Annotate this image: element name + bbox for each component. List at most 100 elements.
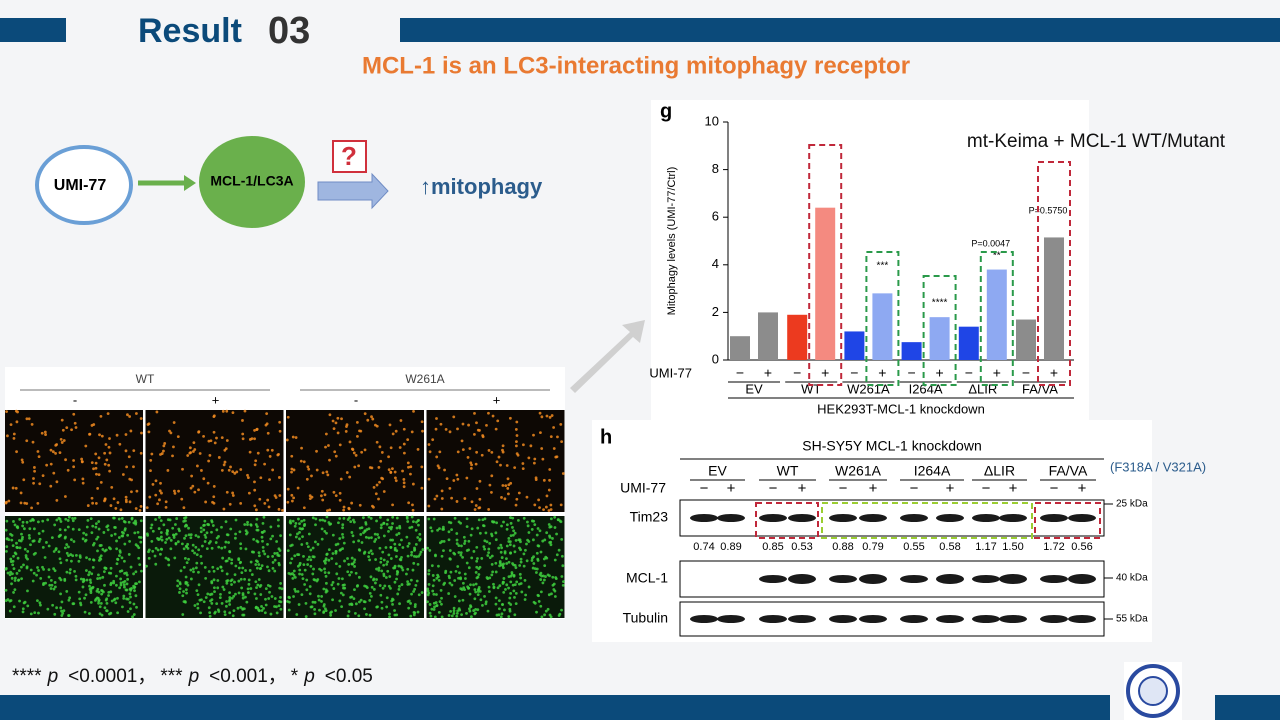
- cell: [491, 570, 495, 574]
- cell: [36, 450, 40, 453]
- cell: [260, 564, 264, 568]
- cell: [154, 562, 158, 566]
- cell: [18, 546, 22, 550]
- cell: [125, 597, 128, 601]
- cell: [191, 549, 195, 553]
- cell: [176, 584, 179, 588]
- cell: [291, 435, 295, 439]
- cell: [221, 409, 225, 413]
- cell: [257, 551, 261, 555]
- cell: [81, 537, 85, 541]
- outcome: ↑mitophagy: [420, 174, 543, 199]
- cell: [374, 423, 377, 427]
- cell: [193, 551, 196, 555]
- cell: [309, 558, 313, 562]
- cell: [292, 569, 296, 573]
- blot-title: SH-SY5Y MCL-1 knockdown: [802, 438, 981, 454]
- cell: [519, 560, 523, 564]
- cell: [94, 525, 98, 529]
- cell: [509, 603, 513, 606]
- cell: [447, 530, 451, 534]
- cell: [353, 565, 356, 568]
- cell: [463, 588, 467, 592]
- cell: [238, 561, 242, 565]
- cell: [107, 463, 111, 467]
- bar: [1044, 237, 1064, 360]
- cell: [241, 592, 245, 595]
- cell: [15, 420, 19, 424]
- cell: [253, 429, 256, 432]
- cell: [6, 598, 10, 601]
- cell: [279, 607, 283, 611]
- cell: [92, 467, 95, 471]
- cell: [36, 520, 40, 524]
- cell: [350, 501, 354, 505]
- cell: [70, 559, 73, 563]
- cell: [5, 545, 9, 549]
- cell: [466, 455, 470, 459]
- cell: [67, 598, 71, 602]
- cell: [287, 595, 291, 599]
- cell: [463, 497, 467, 500]
- cell: [11, 486, 15, 490]
- cell: [132, 602, 136, 606]
- cell: [47, 568, 51, 572]
- cell: [211, 524, 215, 527]
- cell: [19, 491, 23, 495]
- cell: [475, 545, 479, 549]
- cell: [450, 614, 454, 618]
- band: [936, 574, 964, 584]
- cell: [159, 552, 162, 556]
- cell: [25, 417, 29, 421]
- cell: [511, 526, 514, 529]
- cell: [503, 608, 506, 612]
- cell: [369, 594, 373, 598]
- cell: [341, 523, 345, 527]
- cell: [488, 541, 492, 545]
- cell: [197, 430, 201, 434]
- cell: [105, 609, 108, 613]
- cell: [181, 613, 185, 616]
- cell: [369, 549, 373, 553]
- cell: [98, 605, 102, 609]
- band: [788, 615, 816, 623]
- cell: [227, 557, 231, 560]
- y-tick-label: 10: [705, 113, 719, 128]
- cell: [156, 502, 160, 506]
- cell: [482, 545, 486, 548]
- cell: [502, 566, 505, 570]
- cell: [73, 478, 77, 482]
- cell: [138, 563, 142, 567]
- cell: [394, 429, 398, 433]
- cell: [37, 611, 40, 615]
- cell: [24, 556, 28, 559]
- cell: [262, 606, 265, 610]
- cell: [109, 590, 113, 594]
- cell: [533, 503, 537, 507]
- cell: [502, 590, 506, 594]
- cell: [308, 585, 312, 588]
- footnote-part: ****: [12, 666, 42, 687]
- cell: [194, 534, 198, 537]
- cell: [121, 473, 125, 476]
- cell: [315, 468, 319, 472]
- cell: [162, 444, 166, 448]
- cell: [96, 577, 100, 580]
- cell: [139, 519, 143, 523]
- cell: [298, 572, 301, 576]
- cell: [455, 614, 459, 618]
- cell: [485, 540, 489, 544]
- cell: [167, 536, 171, 540]
- quant: 0.53: [791, 541, 812, 553]
- cell: [83, 596, 86, 600]
- cell: [400, 538, 403, 542]
- cell: [110, 599, 114, 603]
- cell: [273, 494, 277, 498]
- cell: [174, 523, 177, 526]
- band: [999, 574, 1027, 584]
- cell: [481, 518, 485, 522]
- cell: [228, 603, 232, 606]
- cell: [55, 480, 59, 484]
- group-label: W261A: [405, 372, 444, 386]
- cell: [225, 581, 229, 585]
